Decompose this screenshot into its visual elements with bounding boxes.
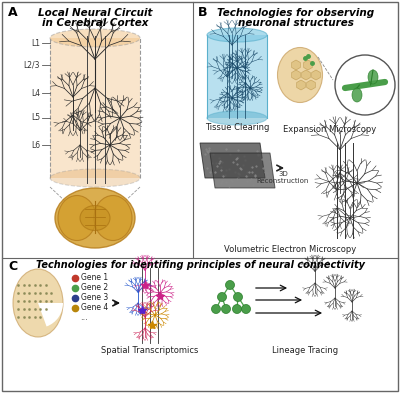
Text: Lineage Tracing: Lineage Tracing: [272, 346, 338, 355]
Ellipse shape: [207, 111, 267, 125]
Bar: [50, 38, 140, 178]
Text: Gene 1: Gene 1: [81, 274, 108, 283]
Text: ...: ...: [80, 312, 88, 321]
Text: Spatial Transcriptomics: Spatial Transcriptomics: [101, 346, 199, 355]
Polygon shape: [200, 143, 265, 178]
Text: L6: L6: [31, 141, 40, 149]
Text: L5: L5: [31, 114, 40, 123]
Ellipse shape: [50, 29, 140, 47]
Text: Tissue Clearing: Tissue Clearing: [205, 123, 269, 132]
Bar: [207, 35, 267, 118]
Text: in Cerebral Cortex: in Cerebral Cortex: [42, 18, 148, 28]
Ellipse shape: [55, 188, 135, 248]
Ellipse shape: [352, 88, 362, 102]
Wedge shape: [38, 303, 63, 327]
Ellipse shape: [368, 70, 378, 84]
Ellipse shape: [13, 269, 63, 337]
Circle shape: [212, 305, 220, 314]
Text: Technologies for identifing principles of neural connectivity: Technologies for identifing principles o…: [36, 260, 364, 270]
Text: B: B: [198, 6, 208, 19]
Ellipse shape: [278, 48, 322, 103]
Circle shape: [222, 305, 230, 314]
Ellipse shape: [50, 169, 140, 187]
Text: Gene 2: Gene 2: [81, 283, 108, 292]
Circle shape: [218, 292, 226, 301]
Text: L1: L1: [31, 39, 40, 48]
Circle shape: [335, 55, 395, 115]
Text: Expansion Microscopy: Expansion Microscopy: [283, 125, 377, 134]
Circle shape: [242, 305, 250, 314]
Text: neuronal structures: neuronal structures: [238, 18, 354, 28]
Text: C: C: [8, 260, 17, 273]
Ellipse shape: [207, 28, 267, 42]
Text: A: A: [8, 6, 18, 19]
Text: 3D
Reconstruction: 3D Reconstruction: [257, 171, 309, 184]
Text: Volumetric Electron Microscopy: Volumetric Electron Microscopy: [224, 245, 356, 254]
Text: L4: L4: [31, 88, 40, 97]
Text: L2/3: L2/3: [24, 61, 40, 70]
Circle shape: [234, 292, 242, 301]
Text: Gene 3: Gene 3: [81, 294, 108, 303]
Ellipse shape: [94, 195, 132, 241]
Text: Gene 4: Gene 4: [81, 303, 108, 312]
Polygon shape: [210, 153, 275, 188]
Circle shape: [232, 305, 242, 314]
Circle shape: [226, 281, 234, 290]
Ellipse shape: [80, 206, 110, 231]
Text: Technologies for observing: Technologies for observing: [218, 8, 374, 18]
Ellipse shape: [58, 195, 96, 241]
Text: Local Neural Circuit: Local Neural Circuit: [38, 8, 152, 18]
